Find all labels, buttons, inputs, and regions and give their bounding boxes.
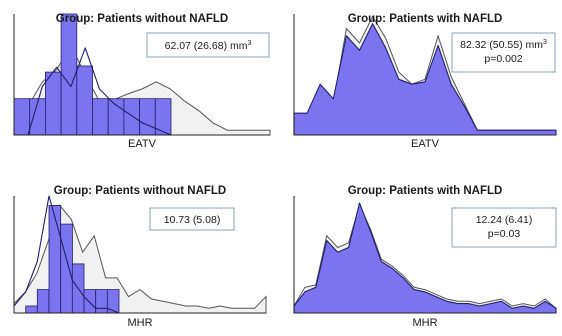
stats-line: p=0.002 (484, 53, 522, 65)
stats-line: 82.32 (50.55) mm3 (460, 39, 547, 51)
stats-box (451, 32, 556, 73)
stats-box (146, 32, 270, 58)
histogram-bar (92, 98, 109, 136)
stats-line: 10.73 (5.08) (164, 214, 221, 226)
x-axis-label: MHR (127, 317, 152, 329)
chart-panel-3: Group: Patients without NAFLD MHR 10.73 (5… (13, 185, 267, 329)
chart-title: Group: Patients with NAFLD (348, 13, 503, 25)
histogram-bar (48, 204, 62, 314)
density-area-4 (293, 202, 557, 314)
stats-annotation: 10.73 (5.08) (149, 207, 235, 231)
x-axis-label: EATV (411, 138, 440, 150)
x-axis-label: MHR (412, 317, 437, 329)
histogram-bar (123, 98, 141, 136)
histogram-bars-1 (13, 13, 172, 136)
histogram-bar (45, 71, 62, 136)
histogram-bar (60, 13, 78, 136)
chart-panel-2: Group: Patients with NAFLD EATV 82.32 (50.… (293, 13, 557, 150)
histogram-bar (83, 289, 97, 314)
density-area-2 (293, 23, 557, 136)
histogram-bar (25, 305, 38, 314)
chart-title: Group: Patients with NAFLD (348, 185, 503, 197)
stats-annotation: 82.32 (50.55) mm3 p=0.002 (451, 32, 556, 73)
histogram-bar (36, 289, 50, 314)
stats-superscript: 3 (543, 39, 547, 46)
stats-box (451, 207, 557, 248)
density-line-1 (27, 47, 172, 136)
stats-annotation: 62.07 (26.68) mm3 (146, 32, 270, 58)
histogram-bar (13, 98, 31, 136)
histogram-bar (76, 65, 93, 136)
histogram-bar (60, 223, 73, 314)
stats-line: p=0.03 (488, 228, 521, 240)
x-axis-label: EATV (128, 138, 157, 150)
histogram-bar (139, 98, 156, 136)
stats-annotation: 12.24 (6.41) p=0.03 (451, 207, 557, 248)
histogram-bar (107, 98, 125, 136)
stats-line: 62.07 (26.68) mm3 (165, 40, 252, 52)
stats-superscript: 3 (247, 40, 251, 47)
density-line-3 (13, 195, 120, 314)
chart-title: Group: Patients without NAFLD (54, 185, 226, 197)
stats-line: 12.24 (6.41) (476, 214, 533, 226)
stats-box (149, 207, 235, 231)
chart-title: Group: Patients without NAFLD (56, 13, 228, 25)
histogram-bar (95, 289, 108, 314)
chart-panel-4: Group: Patients with NAFLD MHR 12.24 (6.41… (293, 185, 557, 329)
chart-panel-1: Group: Patients without NAFLD EATV 62.07 (… (13, 13, 271, 150)
